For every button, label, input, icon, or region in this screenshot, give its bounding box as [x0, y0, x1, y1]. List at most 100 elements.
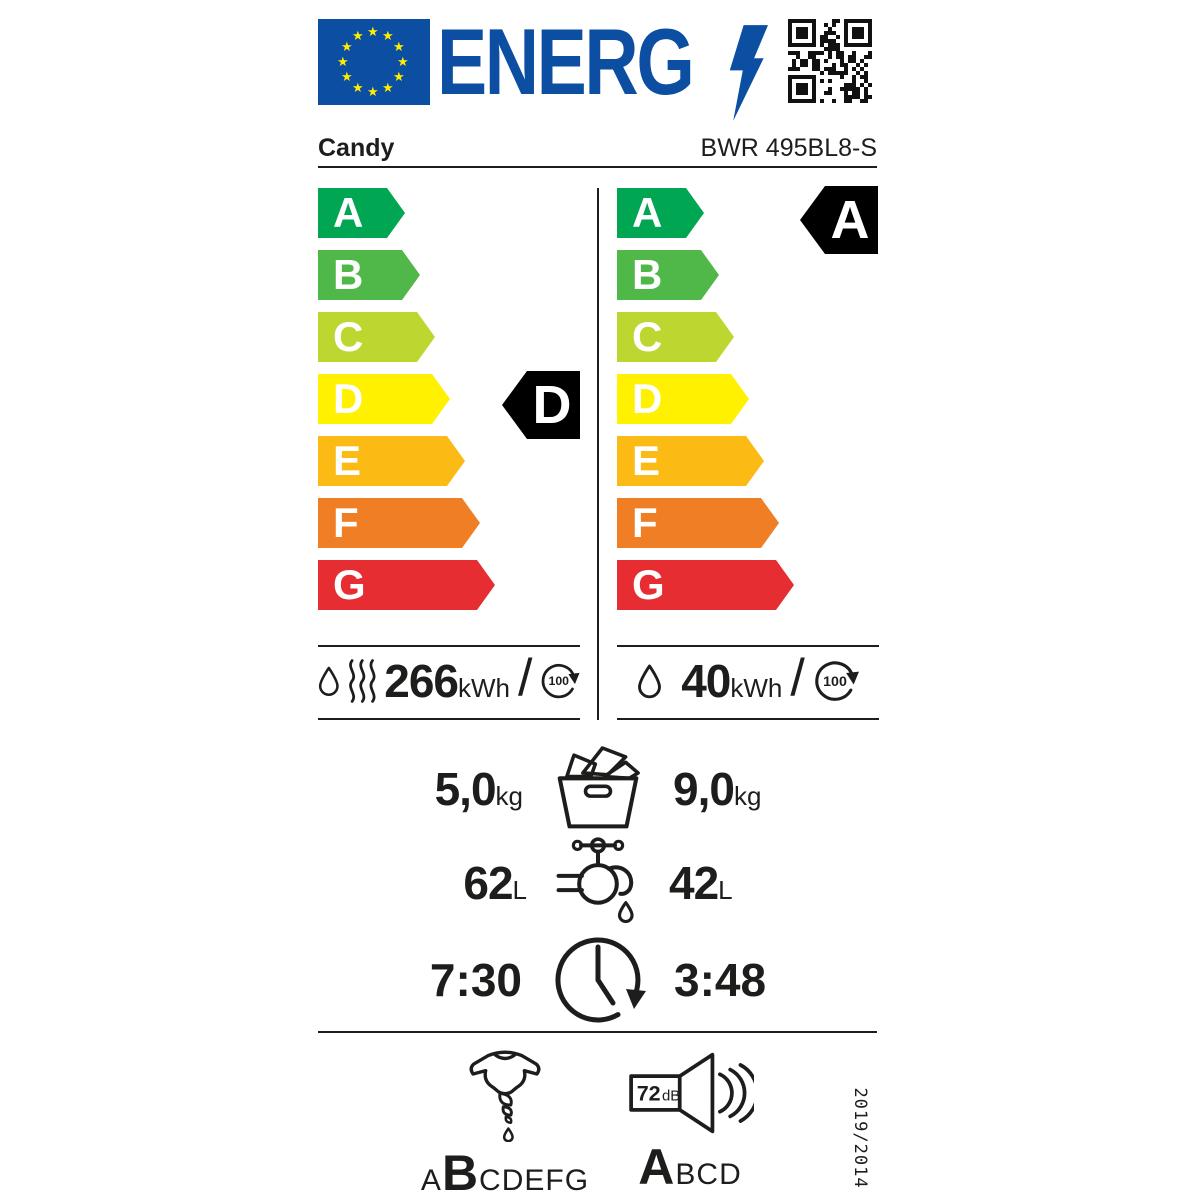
rating-arrow-letter: A: [333, 189, 364, 236]
energy-kwh-unit: kWh: [458, 673, 511, 703]
bottom-divider-line: [318, 1031, 877, 1033]
divider-line: [617, 645, 879, 647]
divider-line: [318, 645, 580, 647]
eu-star-icon: ★: [367, 24, 379, 39]
rating-arrow-letter: D: [632, 375, 663, 422]
rating-arrow-letter: F: [632, 499, 658, 546]
water-left-group: 62L: [463, 856, 527, 910]
noise-class-letter-C: C: [696, 1158, 720, 1191]
spin-class-letter-C: C: [479, 1164, 502, 1197]
rating-arrow-G: G: [318, 560, 495, 610]
cycle-duration-clock-icon: [555, 937, 646, 1023]
water-tap-icon: [556, 837, 634, 924]
eu-star-icon: ★: [382, 79, 394, 95]
svg-text:100: 100: [549, 674, 570, 688]
capacity-wash-dry-value: 5,0: [434, 763, 497, 815]
rating-arrow-C: C: [617, 312, 734, 362]
spin-dry-shirt-icon: [469, 1050, 541, 1142]
eu-star-icon: ★: [352, 79, 364, 95]
rating-arrow-F: F: [318, 498, 480, 548]
noise-class-letter-D: D: [719, 1158, 742, 1191]
eu-star-icon: ★: [341, 39, 353, 54]
lightning-bolt-icon: [729, 25, 768, 121]
energy-consumption-wash-dry: 266kWh / 100: [318, 648, 581, 714]
spin-class-letter-E: E: [524, 1164, 546, 1197]
rating-arrow-letter: D: [333, 375, 364, 422]
rating-arrow-D: D: [617, 374, 749, 424]
noise-class-letter-B: B: [675, 1158, 697, 1191]
rating-arrow-E: E: [318, 436, 465, 486]
capacity-left-group: 5,0kg: [435, 762, 523, 816]
eu-star-icon: ★: [352, 28, 364, 44]
rating-indicator-left: D: [502, 371, 580, 439]
rating-arrow-D: D: [318, 374, 450, 424]
water-wash-dry-value: 62: [463, 857, 513, 909]
rating-indicator-right: A: [800, 186, 878, 254]
rating-arrow-letter: E: [333, 437, 362, 484]
rating-arrow-B: B: [318, 250, 420, 300]
duration-wash-value: 3:48: [674, 954, 767, 1006]
column-divider-line: [597, 188, 599, 720]
per-100-cycles-icon: 100: [542, 664, 581, 699]
rating-arrow-letter: E: [632, 437, 661, 484]
water-unit: L: [512, 875, 527, 905]
svg-text:72: 72: [637, 1081, 661, 1105]
rating-arrow-letter: A: [632, 189, 663, 236]
divider-line: [318, 718, 580, 720]
eu-star-icon: ★: [392, 69, 405, 84]
eu-star-icon: ★: [397, 54, 409, 69]
header-divider-line: [318, 166, 877, 168]
eu-star-icon: ★: [367, 84, 379, 99]
rating-arrow-letter: B: [632, 251, 663, 298]
rating-arrow-letter: C: [333, 313, 364, 360]
water-wash-value: 42: [669, 857, 719, 909]
heat-waves-icon: [348, 659, 376, 703]
water-drop-icon: [638, 664, 662, 699]
rating-arrow-E: E: [617, 436, 764, 486]
capacity-row: 5,0kg 9,0kg: [318, 742, 878, 836]
per-100-cycles-icon: 100: [815, 661, 859, 701]
energ-logo-text: ENERG: [437, 9, 695, 114]
eu-star-icon: ★: [341, 69, 353, 84]
energy-value-group: 40kWh: [681, 654, 782, 708]
water-drop-icon: [318, 666, 339, 696]
capacity-right-group: 9,0kg: [673, 762, 761, 816]
water-right-group: 42L: [669, 856, 733, 910]
duration-row: 7:30 3:48: [318, 930, 878, 1030]
energy-kwh-unit: kWh: [730, 673, 783, 703]
rating-arrow-letter: G: [632, 561, 665, 608]
laundry-basket-icon: [557, 746, 640, 829]
per-slash: /: [518, 649, 533, 707]
energy-value-group: 266kWh: [384, 654, 510, 708]
eu-star-icon: ★: [337, 54, 349, 69]
rating-arrow-A: A: [318, 188, 405, 238]
noise-class-scale: ABCD: [610, 1138, 770, 1196]
water-row: 62L 42L: [318, 836, 878, 930]
rating-arrow-C: C: [318, 312, 435, 362]
capacity-unit: kg: [733, 781, 762, 811]
spin-efficiency-block: ABCDEFG: [420, 1048, 590, 1200]
spin-class-letter-F: F: [545, 1164, 565, 1197]
per-slash: /: [790, 649, 805, 707]
model-number: BWR 495BL8-S: [700, 134, 877, 162]
rating-arrow-F: F: [617, 498, 779, 548]
divider-line: [617, 718, 879, 720]
eu-star-icon: ★: [392, 39, 405, 54]
rating-arrow-letter: F: [333, 499, 359, 546]
energy-consumption-wash-only: 40kWh / 100: [617, 648, 879, 714]
water-unit: L: [718, 875, 733, 905]
rating-arrow-letter: C: [632, 313, 663, 360]
eu-star-icon: ★: [382, 28, 394, 44]
noise-class-letter-A-selected: A: [638, 1139, 676, 1195]
spin-class-letter-G: G: [564, 1164, 590, 1197]
capacity-unit: kg: [495, 781, 523, 811]
energy-kwh-value: 266: [384, 655, 459, 707]
spin-class-scale: ABCDEFG: [420, 1144, 590, 1200]
svg-text:dB: dB: [662, 1087, 680, 1104]
noise-block: 72 dB ABCD: [610, 1050, 770, 1196]
duration-wash-dry-value: 7:30: [429, 954, 522, 1006]
rating-arrow-G: G: [617, 560, 794, 610]
qr-code: [786, 17, 878, 109]
rating-arrow-B: B: [617, 250, 719, 300]
